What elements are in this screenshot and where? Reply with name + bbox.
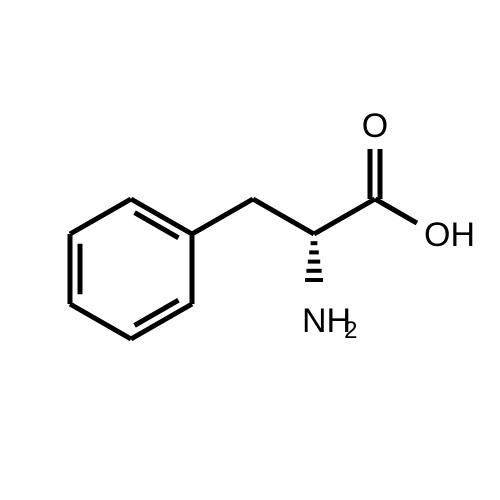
atom-label-subscript: 2 <box>344 317 357 344</box>
atom-label: O <box>362 107 388 145</box>
atom-label: OH <box>424 216 475 254</box>
molecule-diagram: OOHNH2 <box>0 0 500 500</box>
